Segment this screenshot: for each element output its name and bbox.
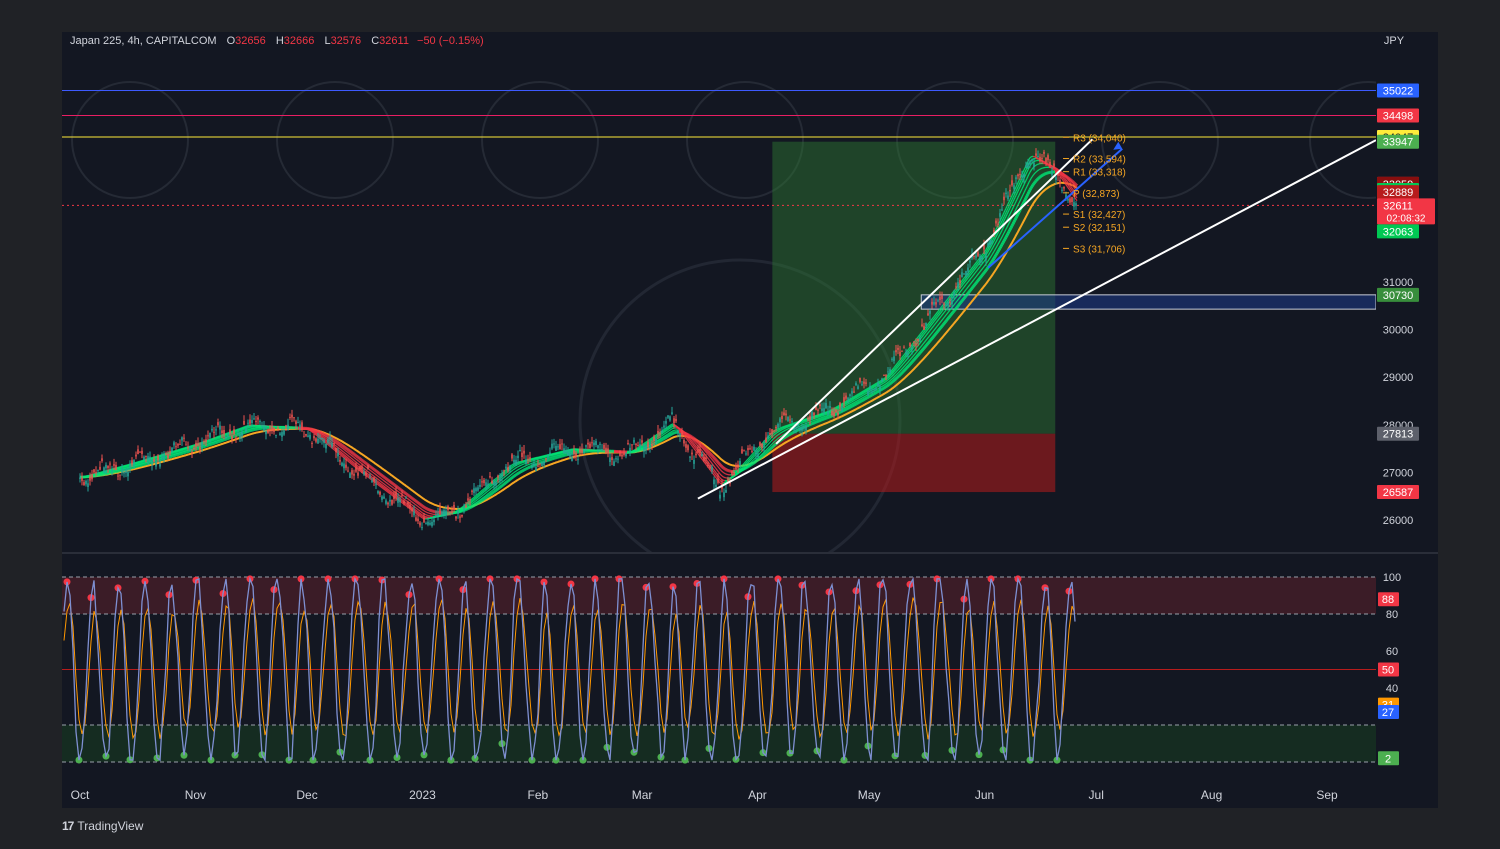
price-tick-label: 29000 (1383, 372, 1414, 384)
time-axis-label: Oct (71, 788, 90, 802)
stochastic-badge-label: 2 (1385, 753, 1391, 765)
price-badge-label: 32063 (1383, 226, 1414, 238)
open-value: 32656 (235, 35, 266, 47)
stochastic-pane[interactable] (62, 575, 1376, 763)
price-badge-label: 35022 (1383, 86, 1414, 98)
stochastic-tick-label: 60 (1386, 646, 1398, 658)
stochastic-badge-label: 27 (1382, 707, 1394, 719)
close-label: C (371, 35, 379, 47)
long-position-stop-zone[interactable] (772, 434, 1055, 492)
time-axis-label: Nov (185, 788, 206, 802)
tradingview-brand[interactable]: 17 TradingView (62, 819, 143, 833)
overbought-zone (62, 577, 1376, 614)
low-value: 32576 (331, 35, 362, 47)
pivot-label[interactable]: S1 (32,427) (1073, 210, 1125, 221)
pivot-label[interactable]: R3 (34,040) (1073, 133, 1126, 144)
time-axis-label: 2023 (409, 788, 436, 802)
price-tick-label: 26000 (1383, 515, 1414, 527)
stochastic-tick-label: 40 (1386, 683, 1398, 695)
pivot-label[interactable]: S2 (32,151) (1073, 223, 1125, 234)
price-badge-label: 33947 (1383, 137, 1414, 149)
time-axis-label: Jun (975, 788, 994, 802)
price-badge-label: 32889 (1383, 187, 1414, 199)
long-position-target-zone[interactable] (772, 142, 1055, 434)
currency-label: JPY (1384, 35, 1405, 47)
time-axis-label: Feb (528, 788, 549, 802)
demand-zone-rectangle[interactable] (921, 295, 1376, 309)
stochastic-badge-label: 50 (1382, 665, 1394, 677)
time-axis-label: Sep (1316, 788, 1338, 802)
close-value: 32611 (379, 35, 409, 47)
stochastic-tick-label: 80 (1386, 609, 1398, 621)
time-axis-label: Aug (1201, 788, 1222, 802)
brand-label: TradingView (77, 819, 143, 833)
pivot-label[interactable]: R1 (33,318) (1073, 168, 1126, 179)
bar-countdown-label: 02:08:32 (1387, 213, 1426, 224)
tradingview-logo-icon: 17 (62, 819, 73, 833)
pivot-label[interactable]: R2 (33,594) (1073, 155, 1126, 166)
open-label: O (227, 35, 236, 47)
symbol-title[interactable]: Japan 225, 4h, CAPITALCOM (70, 35, 217, 47)
price-badge-label: 34498 (1383, 110, 1414, 122)
pivot-label[interactable]: P (32,873) (1073, 189, 1120, 200)
pivot-label[interactable]: S3 (31,706) (1073, 244, 1125, 255)
time-axis-label: May (858, 788, 881, 802)
time-axis-label: Jul (1089, 788, 1104, 802)
stochastic-badge-label: 88 (1382, 594, 1394, 606)
stochastic-tick-label: 100 (1383, 572, 1401, 584)
time-axis-label: Apr (748, 788, 767, 802)
price-tick-label: 30000 (1383, 325, 1414, 337)
symbol-legend[interactable]: Japan 225, 4h, CAPITALCOM O32656 H32666 … (70, 35, 484, 47)
change-value: −50 (−0.15%) (417, 35, 484, 47)
high-label: H (276, 35, 284, 47)
price-badge-label: 32611 (1383, 200, 1413, 212)
time-axis-label: Mar (632, 788, 653, 802)
price-badge-label: 27813 (1383, 429, 1414, 441)
price-tick-label: 31000 (1383, 277, 1414, 289)
high-value: 32666 (284, 35, 315, 47)
price-tick-label: 27000 (1383, 467, 1414, 479)
price-badge-label: 30730 (1383, 290, 1414, 302)
price-badge-label: 26587 (1383, 487, 1414, 499)
time-axis-label: Dec (296, 788, 317, 802)
